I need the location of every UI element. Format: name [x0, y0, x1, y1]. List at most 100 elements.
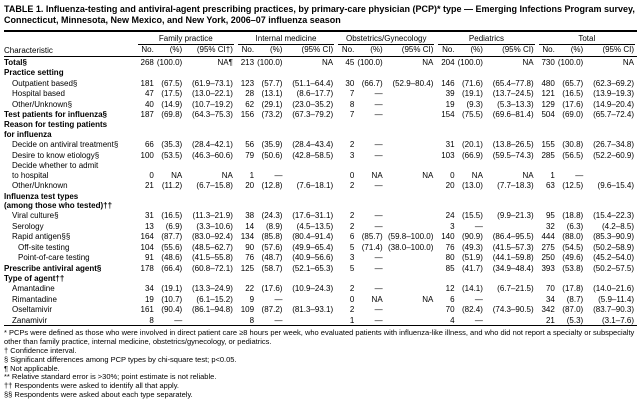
cell-ci: (40.9–56.6)	[292, 253, 334, 263]
cell-no: 21	[545, 315, 555, 325]
cell-no: 140	[441, 232, 455, 242]
sub-header-no: No.	[336, 45, 355, 57]
cell-pct: (13.1)	[261, 89, 283, 99]
influenza-practices-table: Characteristic Family practice Internal me…	[4, 29, 637, 327]
cell-ci: (8.6–17.7)	[296, 89, 334, 99]
cell-no: 103	[441, 150, 455, 160]
row-label: Other/Unknown§	[12, 99, 73, 109]
cell-ci: (67.3–79.2)	[292, 110, 334, 119]
cell-no: 22	[245, 284, 255, 294]
cell-pct: (100.0)	[156, 57, 183, 67]
cell-no: 480	[541, 78, 555, 88]
cell-no: 0	[149, 170, 154, 180]
footnote: ** Relative standard error is >30%; poin…	[4, 372, 217, 382]
cell-no: 31	[144, 211, 154, 221]
cell-ci: (28.4–43.4)	[292, 140, 334, 150]
cell-pct: (66.9)	[462, 150, 483, 160]
sub-header-no: No.	[436, 45, 455, 57]
cell-pct: (48.6)	[161, 253, 183, 263]
cell-no: 6	[450, 294, 455, 304]
table-row: Decide whether to admit to hospital 0 NA NA…	[4, 160, 637, 180]
cell-ci: (83.0–92.4)	[191, 232, 233, 242]
cell-no: 76	[245, 253, 255, 263]
cell-no: 63	[545, 181, 555, 191]
cell-no: 2	[349, 305, 355, 315]
cell-pct: —	[274, 170, 283, 180]
cell-no: 4	[450, 315, 455, 325]
cell-no: 181	[140, 78, 154, 88]
cell-no: 504	[541, 110, 555, 119]
cell-no: 9	[249, 294, 255, 304]
cell-pct: (69.0)	[562, 110, 584, 119]
cell-no: 3	[349, 150, 355, 160]
cell-ci: NA	[522, 57, 534, 67]
cell-no: 19	[445, 99, 455, 109]
cell-no: 250	[541, 253, 555, 263]
cell-pct: —	[174, 315, 183, 325]
cell-ci: (34.9–48.4)	[492, 263, 534, 273]
cell-ci	[383, 109, 437, 119]
cell-ci: NA	[422, 170, 434, 180]
cell-no: 31	[445, 140, 455, 150]
cell-pct: (53.5)	[161, 150, 183, 160]
cell-pct: (75.5)	[462, 110, 483, 119]
cell-ci: (52.2–60.9)	[593, 150, 634, 160]
cell-no: 213	[240, 57, 255, 67]
cell-pct: —	[575, 170, 584, 180]
sub-header-no: No.	[235, 45, 255, 57]
cell-no: 32	[545, 221, 555, 231]
cell-ci: NA	[522, 170, 534, 180]
cell-no: 39	[445, 89, 455, 99]
cell-pct: (17.8)	[562, 284, 584, 294]
cell-ci: (28.4–42.1)	[191, 140, 233, 150]
cell-pct: (100.0)	[357, 57, 383, 67]
cell-no: 34	[545, 294, 555, 304]
cell-no: 8	[349, 99, 355, 109]
cell-no: 91	[144, 253, 154, 263]
row-label: Zanamivir	[12, 315, 48, 325]
cell-ci: (69.6–81.4)	[492, 110, 534, 119]
cell-ci: (14.9–20.4)	[593, 99, 634, 109]
sub-header-pct: (%)	[354, 45, 383, 57]
cell-ci: (60.8–72.1)	[191, 263, 233, 273]
cell-pct: (35.9)	[261, 140, 283, 150]
cell-ci: (4.2–8.5)	[601, 221, 634, 231]
cell-no: 129	[541, 99, 555, 109]
column-group-label: Obstetrics/Gynecology	[338, 34, 435, 46]
sub-header-no: No.	[536, 45, 555, 57]
footnotes: * PCPs were defined as those who were in…	[4, 328, 637, 400]
cell-ci: (65.4–77.8)	[492, 78, 534, 88]
row-label: Test patients for influenza§	[4, 110, 107, 119]
cell-ci: NA	[321, 57, 334, 67]
cell-no: 204	[441, 57, 455, 67]
table-row: Decide on antiviral treatment§ 66 (35.3) (2…	[4, 139, 637, 149]
cell-pct: (100.0)	[457, 57, 483, 67]
cell-ci: (6.7–15.8)	[196, 181, 233, 191]
cell-pct: (87.0)	[562, 305, 584, 315]
cell-pct: (87.7)	[161, 232, 183, 242]
cell-no: 19	[144, 294, 154, 304]
cell-ci: (13.3–24.9)	[191, 284, 233, 294]
cell-ci: (59.5–74.3)	[492, 150, 534, 160]
cell-pct: (24.3)	[261, 211, 283, 221]
cell-no: 2	[349, 181, 355, 191]
cell-pct: (6.9)	[165, 221, 183, 231]
cell-pct: (90.4)	[161, 305, 183, 315]
cell-ci: (23.0–35.2)	[292, 99, 334, 109]
cell-no: 1	[249, 170, 255, 180]
cell-pct: (11.2)	[161, 181, 183, 191]
cell-pct: —	[374, 89, 383, 99]
footnote: † Confidence interval.	[4, 345, 77, 355]
row-label: Reason for testing patients for influenz…	[4, 120, 108, 139]
cell-pct: (17.6)	[562, 99, 584, 109]
row-label: Decide on antiviral treatment§	[12, 140, 119, 150]
cell-pct: (35.3)	[161, 140, 183, 150]
cell-ci	[483, 294, 537, 304]
cell-no: 275	[541, 242, 555, 252]
cell-ci: (13.0–22.1)	[191, 89, 233, 99]
section-row: Practice setting	[4, 67, 637, 77]
cell-no: 393	[541, 263, 555, 273]
cell-pct: (16.5)	[161, 211, 183, 221]
cell-ci	[383, 180, 437, 190]
row-label: Rapid antigen§§	[12, 232, 71, 242]
